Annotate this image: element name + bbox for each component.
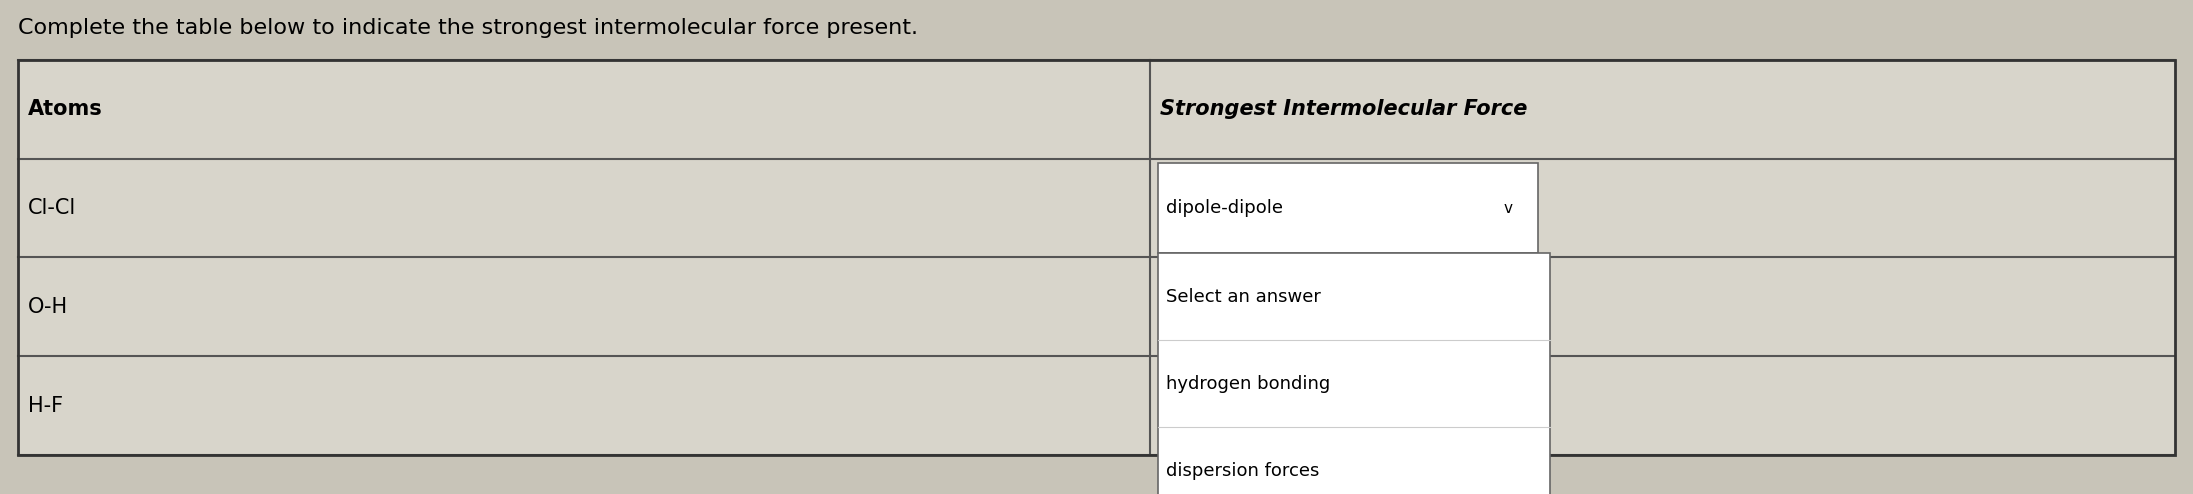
Text: dispersion forces: dispersion forces [1167, 462, 1320, 480]
Text: Complete the table below to indicate the strongest intermolecular force present.: Complete the table below to indicate the… [18, 18, 919, 38]
Text: Atoms: Atoms [29, 99, 103, 120]
Text: Strongest Intermolecular Force: Strongest Intermolecular Force [1160, 99, 1529, 120]
Bar [18, 60, 2175, 455]
Text: O-H: O-H [29, 297, 68, 317]
Text: hydrogen bonding: hydrogen bonding [1167, 375, 1331, 393]
Bar [1158, 163, 1539, 253]
Text: v: v [1504, 201, 1513, 215]
Text: dipole-dipole: dipole-dipole [1167, 199, 1283, 217]
Text: H-F: H-F [29, 396, 64, 415]
Bar [18, 60, 2175, 455]
Text: Cl-Cl: Cl-Cl [29, 198, 77, 218]
Bar [1158, 253, 1550, 494]
Text: Select an answer: Select an answer [1167, 288, 1322, 306]
